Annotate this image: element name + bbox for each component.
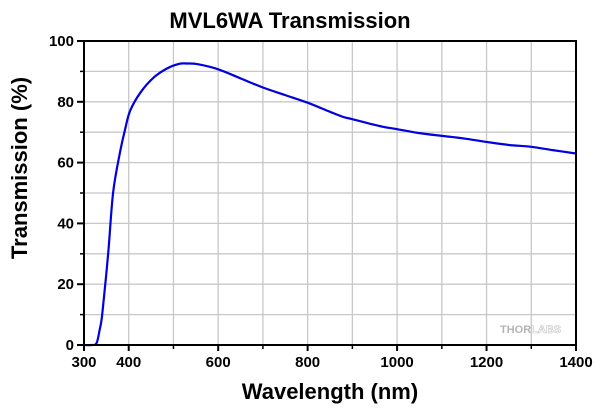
x-tick-label: 300: [71, 354, 96, 371]
y-tick-label: 20: [57, 276, 74, 293]
y-axis-label: Transmission (%): [7, 77, 32, 259]
x-tick-label: 1400: [559, 354, 592, 371]
y-tick-label: 100: [49, 33, 74, 50]
x-tick-label: 800: [295, 354, 320, 371]
watermark-labs: LABS: [531, 324, 561, 336]
watermark-thor: THOR: [500, 324, 531, 336]
x-tick-label: 600: [206, 354, 231, 371]
x-axis-ticks: 300 400 600 800 1000 1200 1400: [71, 345, 593, 371]
thorlabs-watermark: THORLABS: [500, 324, 561, 337]
y-tick-label: 60: [57, 155, 74, 172]
x-axis-label: Wavelength (nm): [242, 379, 418, 404]
y-tick-label: 80: [57, 94, 74, 111]
x-tick-label: 1000: [380, 354, 413, 371]
y-axis-ticks: 0 20 40 60 80 100: [49, 33, 84, 354]
grid-lines: [84, 41, 576, 345]
y-tick-label: 40: [57, 215, 74, 232]
transmission-curve: [83, 62, 577, 347]
y-tick-label: 0: [66, 337, 74, 354]
chart-title: MVL6WA Transmission: [169, 8, 410, 33]
x-tick-label: 400: [116, 354, 141, 371]
plot-area: [83, 62, 577, 347]
x-tick-label: 1200: [470, 354, 503, 371]
svg-text:THORLABS: THORLABS: [500, 324, 561, 336]
